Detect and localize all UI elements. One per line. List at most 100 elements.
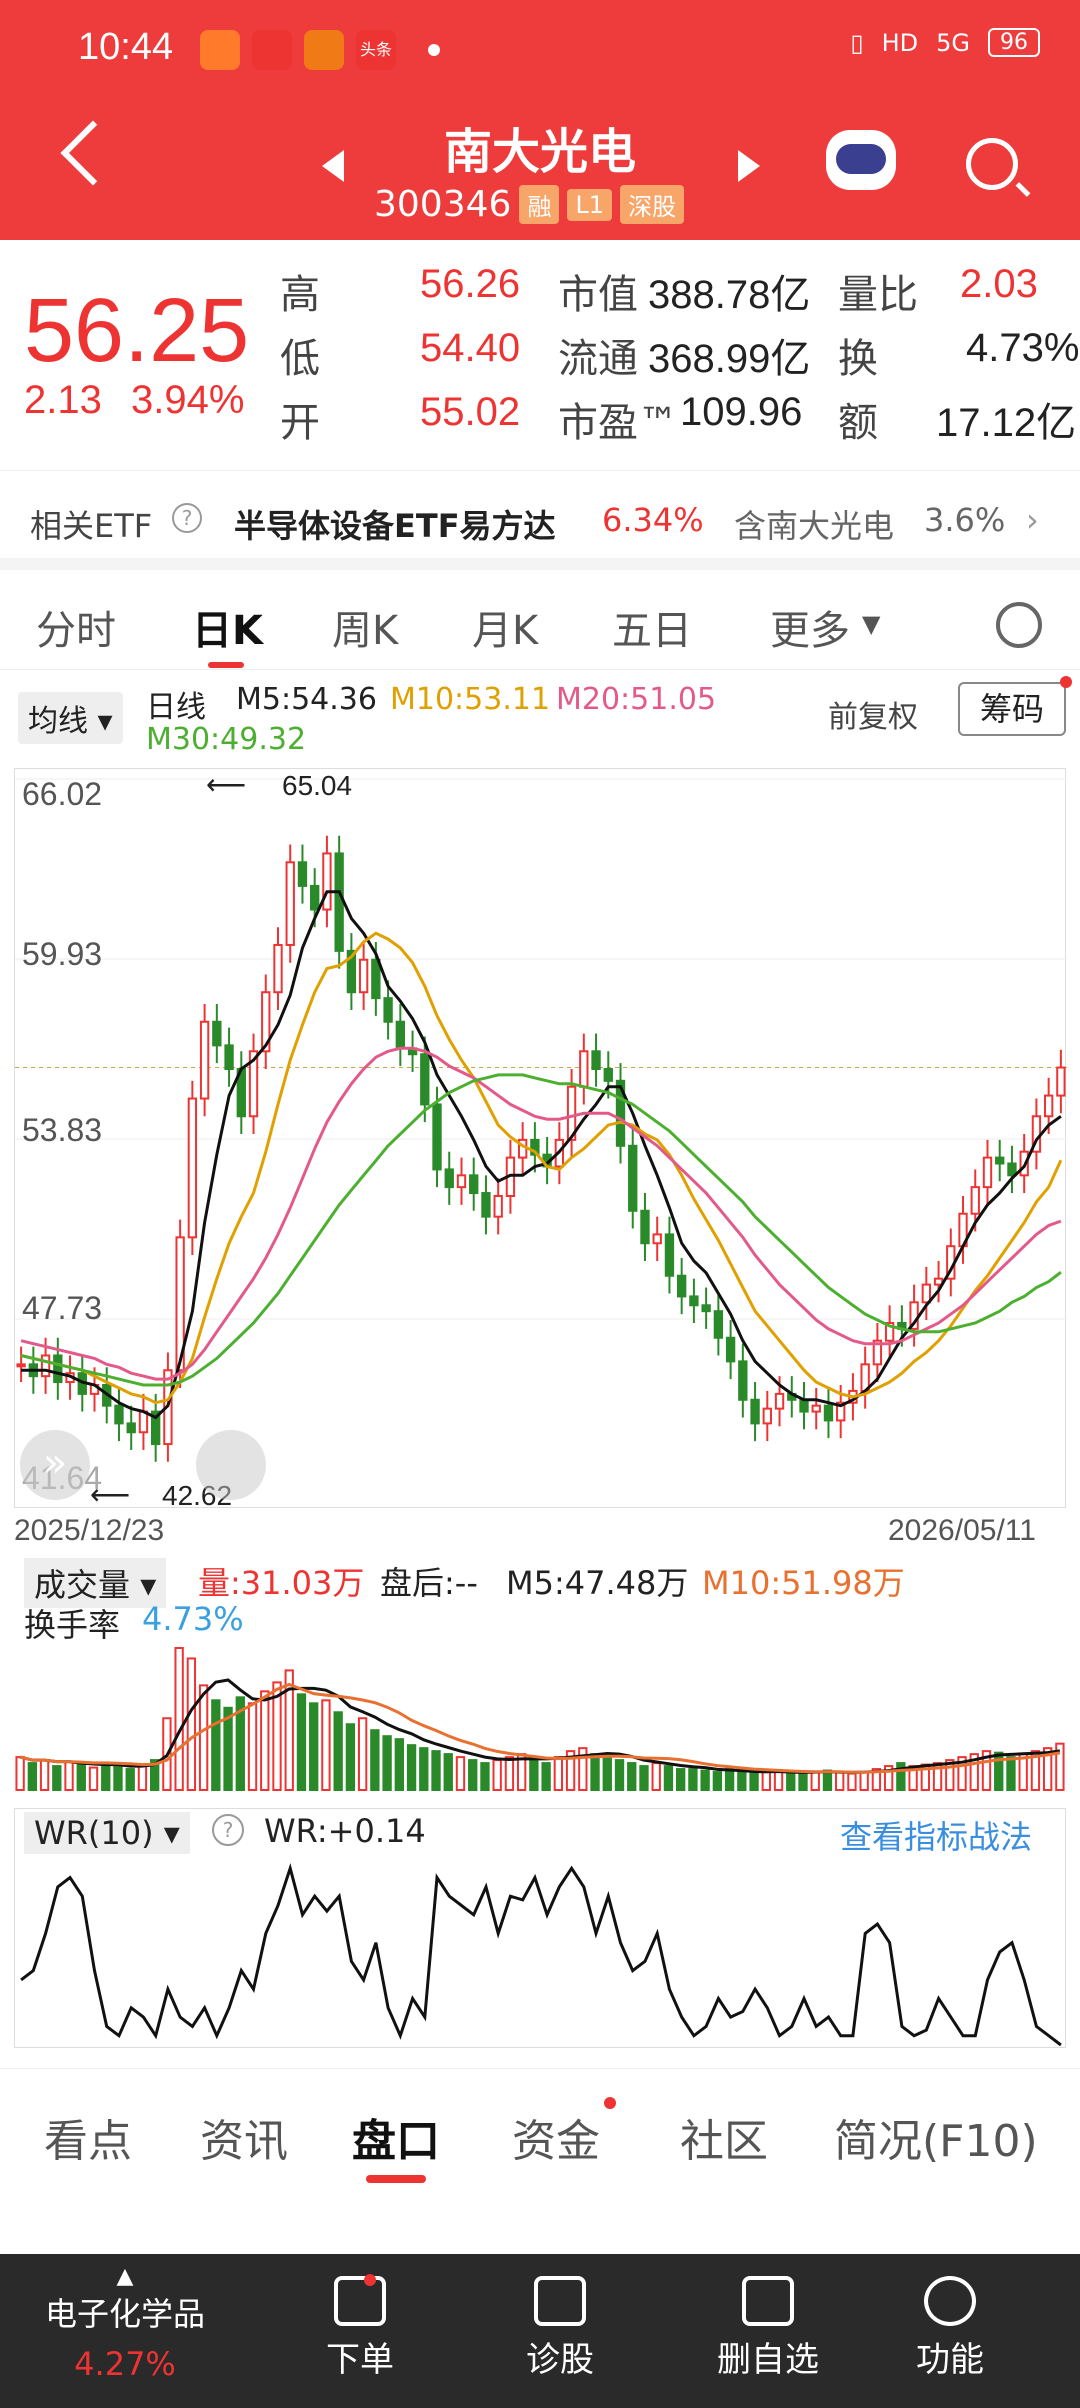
volume-bar (761, 1771, 771, 1791)
order-button[interactable]: 下单 (300, 2276, 420, 2381)
notification-dot-icon (364, 2274, 376, 2286)
candle-body (677, 1274, 687, 1298)
adjust-label[interactable]: 前复权 (828, 700, 918, 735)
help-icon[interactable]: ? (172, 503, 202, 533)
candle-body (40, 1354, 51, 1378)
fullscreen-icon[interactable] (196, 1430, 266, 1500)
candle-body (774, 1392, 785, 1410)
tab-more[interactable]: 更多 (770, 608, 850, 654)
high-value: 56.26 (420, 262, 521, 306)
sector-button[interactable]: ▲ 电子化学品 4.27% (30, 2264, 220, 2383)
wr-selector[interactable]: WR(10) ▾ (24, 1812, 190, 1854)
volume-bar (150, 1759, 160, 1792)
candle-body (664, 1233, 675, 1277)
vol-m5: M5:47.48万 (506, 1564, 689, 1602)
volume-bar (272, 1681, 282, 1791)
candle-body (628, 1144, 638, 1212)
candle-body (579, 1050, 589, 1088)
sector-pct: 4.27% (74, 2345, 176, 2383)
low-arrow-icon: ⟵ (90, 1479, 131, 1510)
candle-body (799, 1398, 809, 1413)
prev-stock-icon[interactable] (322, 150, 344, 182)
candle-body (420, 1053, 430, 1106)
candle-body (566, 1085, 577, 1141)
ma20-label: M20:51.05 (556, 682, 717, 717)
high-arrow-icon: ⟵ (206, 769, 247, 800)
volume-bar (945, 1759, 955, 1792)
status-right: ▯ HD 5G 96 (850, 28, 1040, 57)
start-date: 2025/12/23 (14, 1514, 165, 1547)
diagnose-button[interactable]: 诊股 (500, 2276, 620, 2381)
active-tab-indicator (366, 2175, 426, 2183)
tab-monthly-k[interactable]: 月K (472, 608, 539, 654)
news-app-icon: 头条 (356, 30, 396, 70)
chip-button[interactable]: 筹码 (958, 682, 1066, 736)
app-icon (304, 30, 344, 70)
ma-selector-label: 均线 (28, 704, 88, 739)
remove-watchlist-button[interactable]: 删自选 (700, 2276, 836, 2381)
volume-bar (15, 1756, 25, 1791)
settings-icon[interactable] (996, 602, 1042, 648)
volume-bar (247, 1702, 258, 1792)
etf-name: 半导体设备ETF易方达 (234, 507, 556, 545)
app-icon (252, 30, 292, 70)
indicator-strategy-link[interactable]: 查看指标战法 (840, 1818, 1033, 1856)
candle-body (493, 1194, 503, 1218)
next-stock-icon[interactable] (738, 150, 760, 182)
candle-body (383, 997, 393, 1023)
tab-intraday[interactable]: 分时 (36, 608, 116, 654)
ma30-label: M30:49.32 (146, 722, 307, 757)
tab-profile[interactable]: 简况(F10) (834, 2116, 1038, 2167)
candle-body (261, 991, 271, 1053)
volume-bar (700, 1769, 710, 1791)
tab-news[interactable]: 资讯 (200, 2116, 288, 2167)
volume-svg (15, 1647, 1065, 1792)
candle-body (199, 1020, 210, 1100)
volume-bar (688, 1768, 698, 1791)
tab-community[interactable]: 社区 (680, 2116, 768, 2167)
volume-chart[interactable] (14, 1558, 1066, 1792)
menu-icon (924, 2276, 976, 2326)
candle-body (603, 1068, 613, 1082)
candle-body (138, 1410, 149, 1434)
open-value: 55.02 (420, 390, 521, 434)
candle-body (187, 1097, 198, 1239)
tab-weekly-k[interactable]: 周K (332, 608, 399, 654)
volume-bar (345, 1723, 356, 1791)
function-button[interactable]: 功能 (890, 2276, 1010, 2381)
tab-orderbook[interactable]: 盘口 (352, 2116, 440, 2167)
volume-bar (822, 1769, 833, 1791)
volume-bar (602, 1756, 612, 1791)
volume-bar (529, 1759, 539, 1792)
search-icon[interactable] (966, 138, 1018, 190)
ma-selector[interactable]: 均线 ▾ (18, 692, 123, 744)
volume-bar (871, 1768, 882, 1791)
chevron-up-icon: ▲ (116, 2264, 134, 2289)
candle-body (481, 1192, 491, 1218)
candle-body (640, 1209, 650, 1245)
candle-body (224, 1044, 234, 1071)
kline-chart[interactable] (14, 768, 1067, 1508)
tab-funds[interactable]: 资金 (512, 2116, 600, 2167)
tab-five-day[interactable]: 五日 (612, 608, 692, 654)
volume-bar (101, 1762, 111, 1792)
related-etf-bar[interactable]: 相关ETF ? 半导体设备ETF易方达 6.34% 含南大光电 3.6% › (0, 470, 1080, 570)
diagnose-icon (534, 2276, 586, 2326)
volume-bar (113, 1765, 123, 1792)
volume-bar (370, 1729, 380, 1791)
volume-selector[interactable]: 成交量 ▾ (24, 1558, 167, 1608)
help-icon[interactable]: ? (212, 1814, 244, 1846)
y-tick-label: 47.73 (22, 1290, 103, 1326)
tab-highlights[interactable]: 看点 (44, 2116, 132, 2167)
wr-chart[interactable] (14, 1808, 1066, 2048)
assistant-robot-icon[interactable] (826, 130, 896, 190)
tab-daily-k[interactable]: 日K (192, 608, 263, 654)
candle-body (175, 1236, 185, 1372)
volume-ma10-line (19, 1682, 1061, 1774)
bottom-tabs: 看点 资讯 盘口 资金 社区 简况(F10) (0, 2068, 1080, 2188)
expand-left-icon[interactable]: » (20, 1430, 90, 1500)
high-annotation: 65.04 (282, 770, 353, 801)
volume-bar (137, 1763, 148, 1792)
candle-body (750, 1398, 760, 1425)
turnover-value: 4.73% (966, 326, 1080, 370)
